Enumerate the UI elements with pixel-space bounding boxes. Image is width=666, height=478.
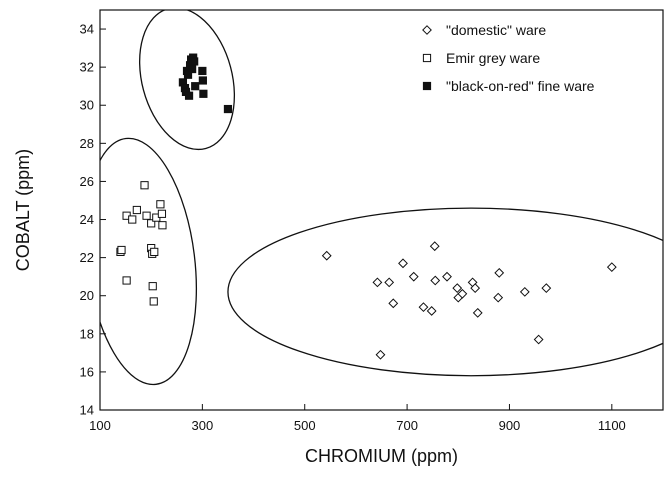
x-axis-title: CHROMIUM (ppm) xyxy=(305,446,458,466)
domestic-ware-point xyxy=(426,306,437,316)
legend-marker xyxy=(422,25,432,35)
emir-grey-ware-point xyxy=(156,200,165,209)
x-tick-label: 900 xyxy=(499,418,521,433)
plot-area xyxy=(99,9,664,411)
emir-grey-ware-point xyxy=(117,245,126,255)
x-axis-ticks: 100 300 500 700 900 1100 xyxy=(89,404,626,433)
domestic-ware-point xyxy=(494,267,505,278)
emir-grey-ware-point xyxy=(149,297,158,306)
domestic-ware-point xyxy=(457,288,468,299)
domestic-ware-point xyxy=(493,292,504,303)
y-tick-label: 22 xyxy=(80,250,94,265)
domestic-ware-point xyxy=(442,271,452,282)
y-tick-label: 16 xyxy=(80,364,94,379)
y-tick-label: 26 xyxy=(80,174,94,189)
cluster-ellipse xyxy=(100,137,198,386)
legend-label: "black-on-red" fine ware xyxy=(446,78,595,94)
data-points xyxy=(116,53,617,360)
legend-marker xyxy=(422,81,432,91)
y-tick-label: 30 xyxy=(80,98,94,113)
domestic-ware-point xyxy=(321,250,332,261)
y-tick-label: 14 xyxy=(80,403,94,418)
y-tick-label: 18 xyxy=(80,326,94,341)
domestic-ware-point xyxy=(472,307,483,318)
y-axis-ticks: 14 16 18 20 22 24 26 28 30 32 34 xyxy=(80,22,106,418)
y-tick-label: 20 xyxy=(80,288,94,303)
emir-grey-ware-point xyxy=(148,282,157,291)
x-tick-label: 300 xyxy=(192,418,214,433)
x-tick-label: 500 xyxy=(294,418,316,433)
emir-grey-ware-point xyxy=(140,181,149,190)
black-on-red-ware-point xyxy=(188,64,197,74)
emir-grey-ware-point xyxy=(142,211,151,220)
emir-grey-ware-point xyxy=(147,219,156,228)
domestic-ware-point xyxy=(519,286,530,297)
y-tick-label: 28 xyxy=(80,136,94,151)
domestic-ware-point xyxy=(388,298,399,309)
cluster-ellipses xyxy=(100,10,663,386)
black-on-red-ware-point xyxy=(199,89,208,98)
x-tick-label: 700 xyxy=(396,418,418,433)
domestic-ware-point xyxy=(418,302,429,313)
domestic-ware-point xyxy=(470,283,481,294)
black-on-red-ware-point xyxy=(198,76,207,85)
legend-label: Emir grey ware xyxy=(446,50,540,66)
black-on-red-ware-point xyxy=(223,104,233,114)
domestic-ware-point xyxy=(606,262,617,273)
domestic-ware-point xyxy=(408,271,419,282)
y-axis-title: COBALT (ppm) xyxy=(13,149,33,271)
domestic-ware-point xyxy=(375,349,386,360)
x-tick-label: 100 xyxy=(89,418,111,433)
domestic-ware-point xyxy=(398,258,408,269)
cluster-ellipse xyxy=(138,10,236,151)
legend-label: "domestic" ware xyxy=(446,22,546,38)
y-tick-label: 34 xyxy=(80,22,94,37)
domestic-ware-point xyxy=(452,283,463,294)
black-on-red-ware-point xyxy=(190,57,199,66)
emir-grey-ware-point xyxy=(158,221,167,230)
black-on-red-ware-point xyxy=(191,82,200,91)
emir-grey-ware-point xyxy=(157,209,167,218)
domestic-ware-point xyxy=(384,277,395,288)
emir-grey-ware-point xyxy=(122,276,131,285)
y-tick-label: 24 xyxy=(80,212,94,227)
domestic-ware-point xyxy=(429,241,440,252)
black-on-red-ware-point xyxy=(198,66,207,76)
y-tick-label: 32 xyxy=(80,60,94,75)
emir-grey-ware-point xyxy=(128,215,137,224)
plot-frame xyxy=(99,9,664,411)
black-on-red-ware-point xyxy=(184,91,194,100)
x-tick-label: 1100 xyxy=(598,418,626,433)
legend: "domestic" ware Emir grey ware "black-on-r… xyxy=(422,22,595,94)
legend-marker xyxy=(422,53,432,63)
emir-grey-ware-point xyxy=(132,205,141,215)
cluster-ellipse xyxy=(227,207,663,377)
domestic-ware-point xyxy=(372,277,383,288)
domestic-ware-point xyxy=(541,283,552,294)
domestic-ware-point xyxy=(533,334,544,345)
emir-grey-ware-point xyxy=(150,247,159,257)
domestic-ware-point xyxy=(430,275,441,286)
